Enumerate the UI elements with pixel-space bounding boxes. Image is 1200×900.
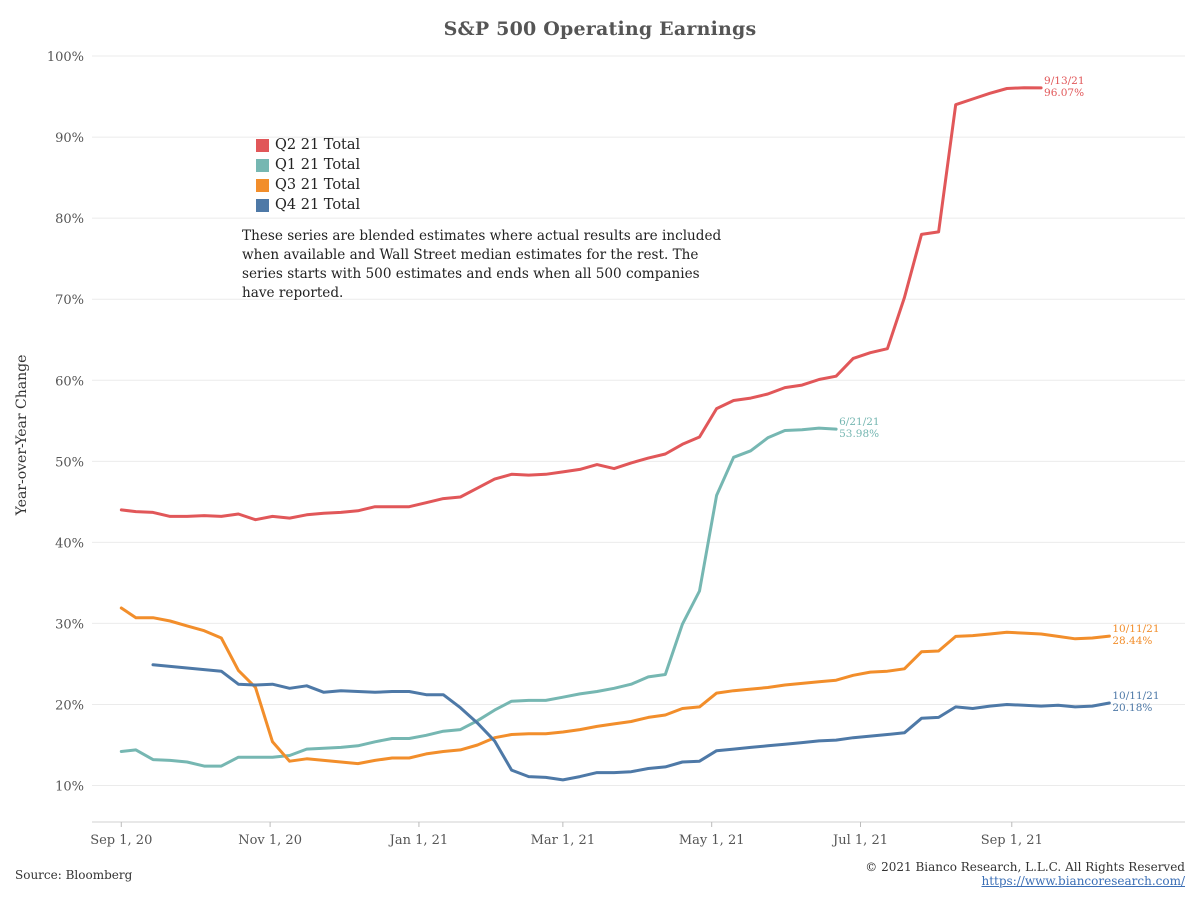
legend-item-q3-21-total: Q3 21 Total — [256, 175, 360, 195]
series-lines — [119, 86, 1111, 782]
legend-label: Q3 21 Total — [275, 177, 361, 193]
website-link[interactable]: https://www.biancoresearch.com/ — [981, 874, 1185, 888]
series-line-q1-21-total — [119, 426, 838, 768]
chart-annotation: These series are blended estimates where… — [242, 228, 722, 301]
y-axis-ticks: 10% 20% 30% 40% 50% 60% 70% 80% 90% 100% — [47, 50, 84, 794]
x-tick-label: Jul 1, 21 — [831, 833, 888, 848]
legend-swatch — [256, 178, 269, 192]
end-label-value-q3-21-total: 28.44% — [1112, 635, 1152, 647]
copyright-note: © 2021 Bianco Research, L.L.C. All Right… — [865, 860, 1185, 874]
end-label-date-q2-21-total: 9/13/21 — [1044, 75, 1084, 87]
x-axis-ticks: Sep 1, 20 Nov 1, 20 Jan 1, 21 Mar 1, 21 May … — [90, 821, 1185, 848]
y-tick-label: 20% — [55, 698, 84, 713]
x-tick-label: Sep 1, 20 — [90, 833, 152, 848]
legend-swatch — [256, 158, 269, 172]
legend-item-q4-21-total: Q4 21 Total — [256, 195, 360, 215]
legend-label: Q2 21 Total — [275, 137, 361, 153]
end-label-date-q1-21-total: 6/21/21 — [839, 416, 879, 428]
legend-label: Q1 21 Total — [275, 157, 361, 173]
y-tick-label: 90% — [55, 131, 84, 146]
legend: Q2 21 Total Q1 21 Total Q3 21 Total Q4 21 T… — [256, 135, 360, 215]
y-tick-label: 60% — [55, 374, 84, 389]
end-label-date-q4-21-total: 10/11/21 — [1112, 690, 1159, 702]
y-tick-label: 10% — [55, 780, 84, 795]
legend-label: Q4 21 Total — [275, 197, 361, 213]
series-line-q3-21-total — [119, 606, 1111, 766]
end-label-value-q4-21-total: 20.18% — [1112, 702, 1152, 714]
end-label-value-q2-21-total: 96.07% — [1044, 87, 1084, 99]
end-labels: 9/13/2196.07%6/21/2153.98%10/11/2128.44%… — [839, 75, 1159, 714]
source-note: Source: Bloomberg — [15, 868, 133, 882]
x-tick-label: Sep 1, 21 — [981, 833, 1043, 848]
y-tick-label: 70% — [55, 293, 84, 308]
legend-item-q1-21-total: Q1 21 Total — [256, 155, 360, 175]
y-tick-label: 40% — [55, 536, 84, 551]
x-tick-label: Jan 1, 21 — [388, 833, 449, 848]
x-tick-label: May 1, 21 — [679, 833, 745, 848]
legend-swatch — [256, 198, 269, 212]
x-tick-label: Mar 1, 21 — [531, 833, 596, 848]
legend-swatch — [256, 138, 269, 152]
y-tick-label: 30% — [55, 617, 84, 632]
chart-title: S&P 500 Operating Earnings — [443, 18, 757, 40]
y-tick-label: 100% — [47, 50, 84, 65]
end-label-date-q3-21-total: 10/11/21 — [1112, 623, 1159, 635]
x-tick-label: Nov 1, 20 — [238, 833, 302, 848]
end-label-value-q1-21-total: 53.98% — [839, 428, 879, 440]
series-line-q2-21-total — [119, 86, 1043, 522]
y-tick-label: 50% — [55, 455, 84, 470]
legend-item-q2-21-total: Q2 21 Total — [256, 135, 360, 155]
series-line-q4-21-total — [151, 663, 1111, 782]
y-tick-label: 80% — [55, 212, 84, 227]
